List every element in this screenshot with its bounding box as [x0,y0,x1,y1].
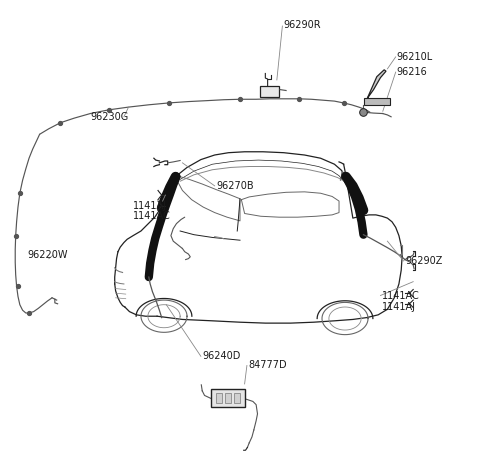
Text: 96230G: 96230G [90,112,129,122]
Text: 1141AJ: 1141AJ [382,302,416,312]
FancyBboxPatch shape [216,393,222,403]
Text: 96290Z: 96290Z [405,256,442,266]
Text: 96270B: 96270B [216,181,253,191]
Text: 96210L: 96210L [396,52,433,62]
Text: 96290R: 96290R [284,20,322,30]
FancyBboxPatch shape [225,393,231,403]
Text: 1141AC: 1141AC [382,292,420,301]
Text: 1141AJ: 1141AJ [133,201,167,211]
FancyBboxPatch shape [260,86,279,97]
Polygon shape [367,70,386,100]
FancyBboxPatch shape [212,389,245,407]
FancyBboxPatch shape [234,393,240,403]
Text: 1141AC: 1141AC [133,211,171,221]
FancyBboxPatch shape [364,98,390,105]
Text: 96240D: 96240D [202,351,240,361]
Text: 96216: 96216 [396,67,427,77]
Text: 96220W: 96220W [27,250,68,260]
Text: 84777D: 84777D [248,360,287,371]
